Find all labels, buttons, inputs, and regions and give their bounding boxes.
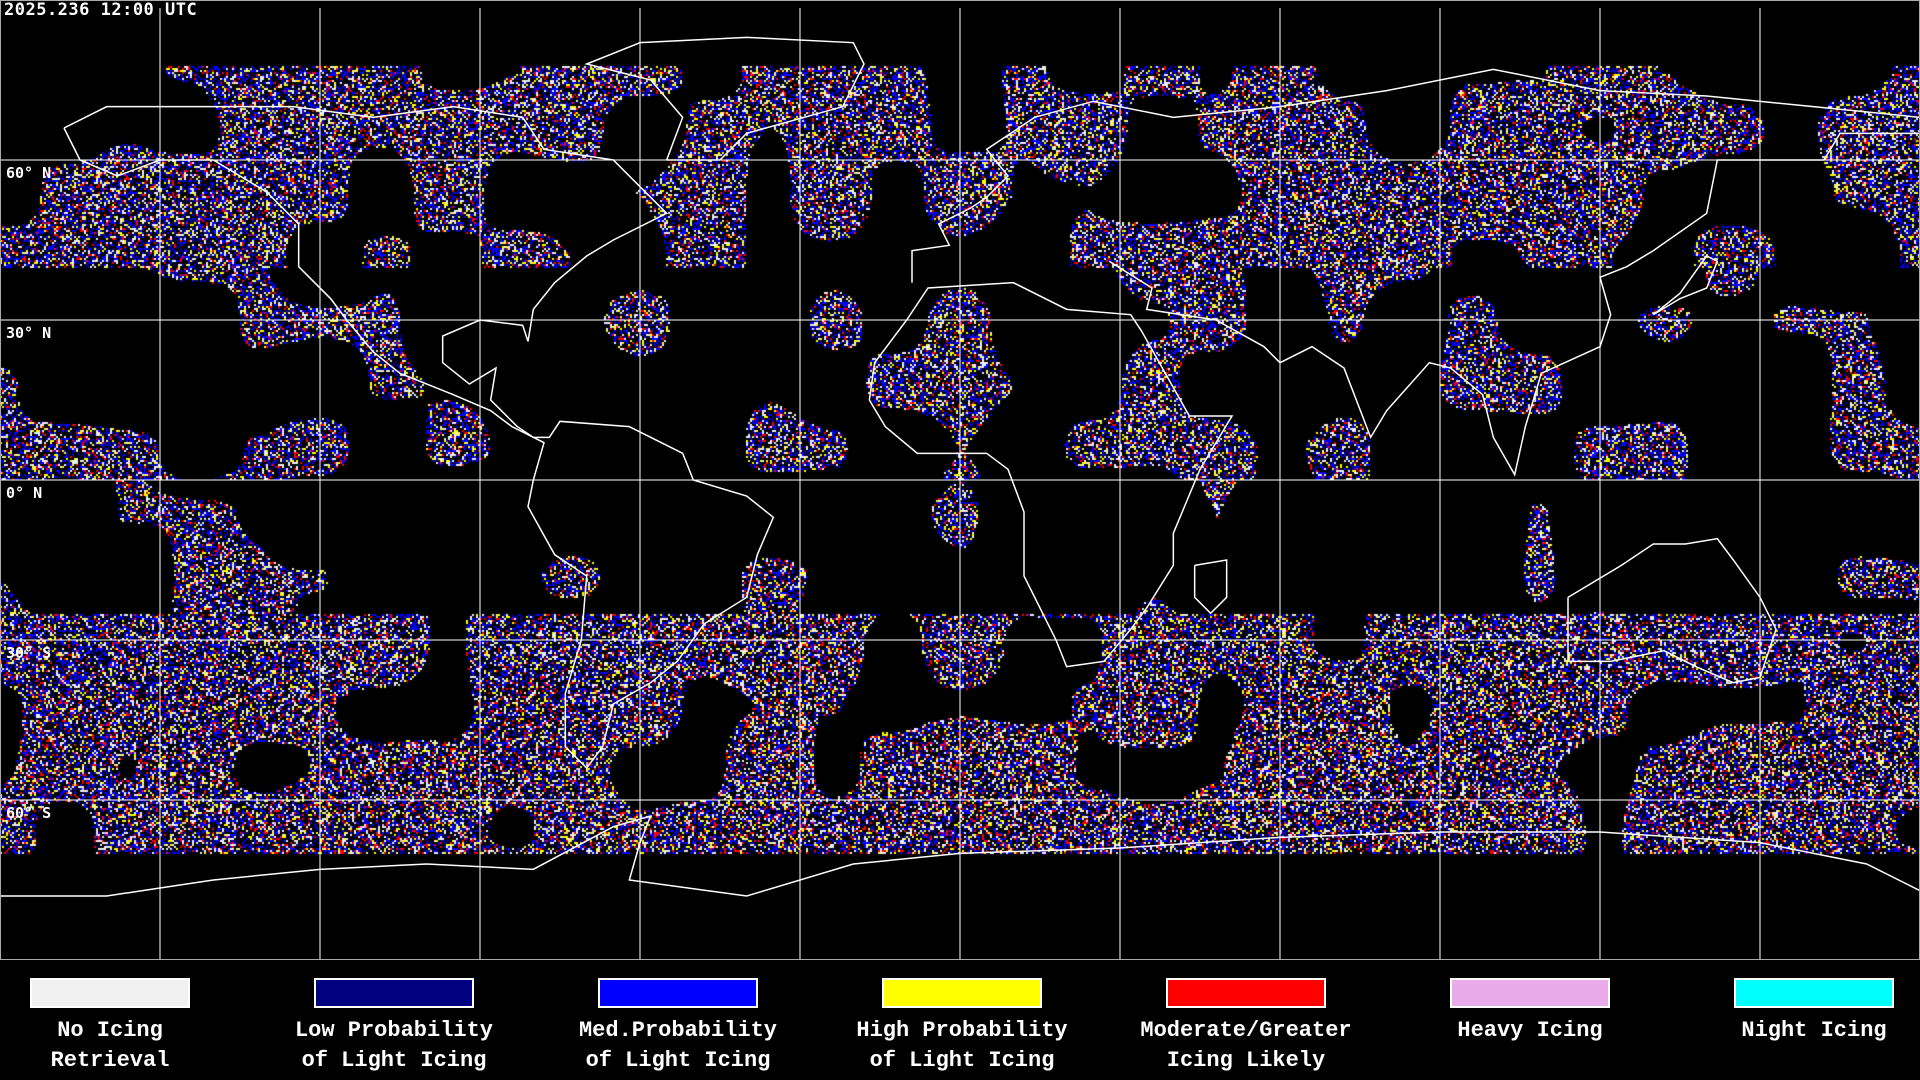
lat-label-30s: 30° S	[6, 644, 52, 662]
legend-label-line1: High Probability	[856, 1018, 1068, 1043]
legend-item-no-icing: No Icing Retrieval	[0, 977, 225, 1076]
legend-label-line2: of Light Icing	[869, 1048, 1055, 1073]
legend-label-line1: Night Icing	[1741, 1018, 1887, 1043]
legend-item-med-probability: Med.Probability of Light Icing	[563, 977, 793, 1076]
coastline	[1193, 559, 1228, 615]
coastline	[868, 281, 1234, 668]
legend-item-moderate-greater: Moderate/Greater Icing Likely	[1131, 977, 1361, 1076]
coastline	[911, 68, 1920, 283]
legend-swatch	[1449, 977, 1611, 1009]
legend-item-high-probability: High Probability of Light Icing	[847, 977, 1077, 1076]
coastline	[1108, 132, 1920, 477]
lat-lon-grid	[0, 8, 1920, 960]
timestamp: 2025.236 12:00 UTC	[4, 0, 198, 20]
icing-map: 2025.236 12:00 UTC 60° N 30° N 0° N 30° …	[0, 0, 1920, 960]
legend-swatch	[313, 977, 475, 1009]
legend-label-line2: of Light Icing	[585, 1048, 771, 1073]
legend: No Icing Retrieval Low Probability of Li…	[0, 960, 1920, 1080]
coastline	[1652, 255, 1719, 316]
legend-label-line1: No Icing	[57, 1018, 163, 1043]
legend-label-line1: Low Probability	[294, 1018, 494, 1043]
legend-label-line1: Moderate/Greater	[1140, 1018, 1352, 1043]
legend-label-line1: Med.Probability	[578, 1018, 778, 1043]
legend-item-night-icing: Night Icing	[1699, 977, 1920, 1046]
coastline	[63, 105, 775, 770]
legend-swatch	[881, 977, 1043, 1009]
legend-swatch	[29, 977, 191, 1009]
legend-item-low-probability: Low Probability of Light Icing	[279, 977, 509, 1076]
lat-label-0n: 0° N	[6, 484, 43, 502]
legend-label-line2: Retrieval	[50, 1048, 170, 1073]
legend-swatch	[1165, 977, 1327, 1009]
coastline	[584, 36, 865, 161]
lat-label-60n: 60° N	[6, 164, 52, 182]
coastline	[0, 814, 1920, 897]
coastline	[1567, 537, 1777, 684]
legend-swatch	[1733, 977, 1895, 1009]
legend-label-line2: Icing Likely	[1166, 1048, 1326, 1073]
legend-item-heavy-icing: Heavy Icing	[1415, 977, 1645, 1046]
legend-label-line2: of Light Icing	[301, 1048, 487, 1073]
map-overlay	[0, 8, 1920, 960]
legend-swatch	[597, 977, 759, 1009]
lat-label-30n: 30° N	[6, 324, 52, 342]
lat-label-60s: 60° S	[6, 804, 52, 822]
legend-label-line1: Heavy Icing	[1457, 1018, 1603, 1043]
